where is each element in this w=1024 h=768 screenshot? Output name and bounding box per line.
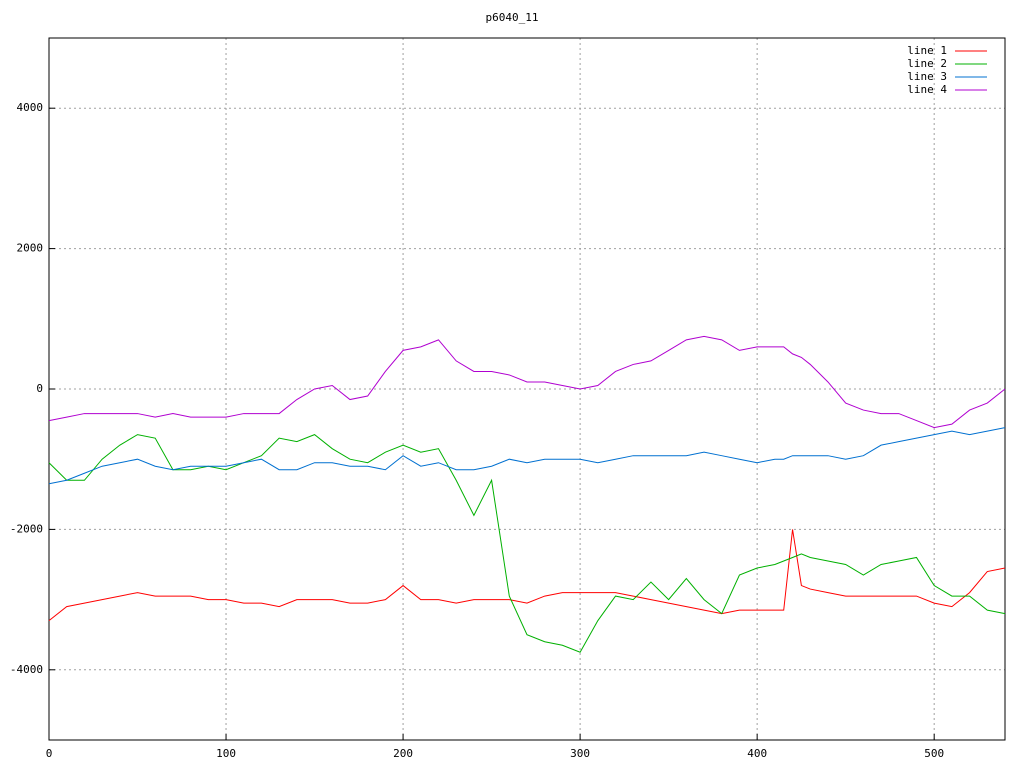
legend-label: line 3 <box>907 70 947 83</box>
x-tick-label: 0 <box>46 747 53 760</box>
legend-label: line 1 <box>907 44 947 57</box>
legend-label: line 4 <box>907 83 947 96</box>
x-tick-label: 300 <box>570 747 590 760</box>
legend-label: line 2 <box>907 57 947 70</box>
y-tick-label: 4000 <box>17 101 44 114</box>
y-tick-label: -2000 <box>10 522 43 535</box>
x-tick-label: 100 <box>216 747 236 760</box>
series-line <box>48 434 1006 653</box>
y-tick-label: -4000 <box>10 663 43 676</box>
chart-title: p6040_11 <box>486 11 539 24</box>
y-tick-label: 2000 <box>17 242 44 255</box>
x-tick-label: 500 <box>924 747 944 760</box>
y-tick-label: 0 <box>36 382 43 395</box>
x-tick-label: 200 <box>393 747 413 760</box>
x-tick-label: 400 <box>747 747 767 760</box>
series-line <box>48 335 1006 429</box>
series-line <box>48 427 1006 485</box>
series-line <box>48 529 1006 622</box>
